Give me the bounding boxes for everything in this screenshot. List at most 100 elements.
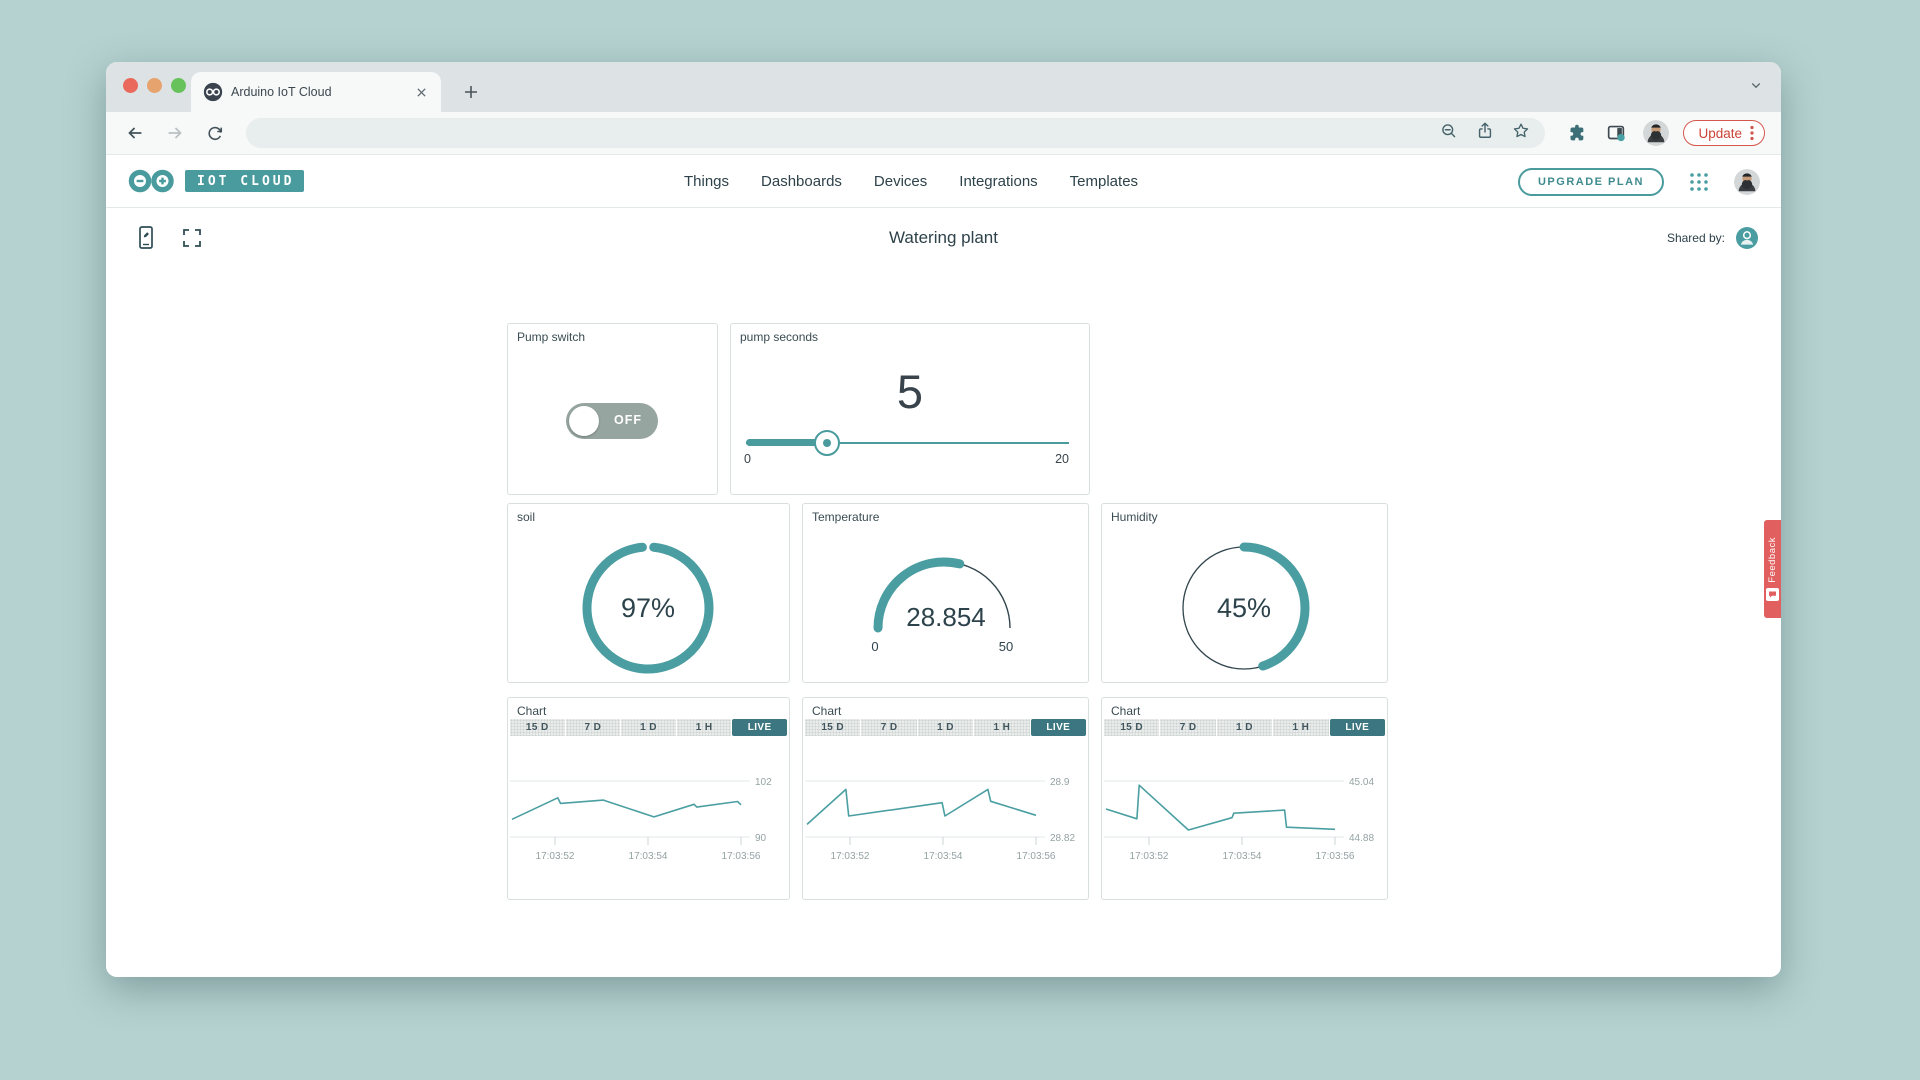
range-1d-button[interactable]: 1 D [1216, 719, 1273, 736]
range-7d-button[interactable]: 7 D [565, 719, 621, 736]
range-15d-button[interactable]: 15 D [805, 719, 861, 736]
toggle-state-label: OFF [614, 413, 642, 427]
gauge-max-label: 50 [999, 639, 1013, 654]
gauge-value: 45% [1217, 593, 1271, 623]
range-15d-button[interactable]: 15 D [1104, 719, 1160, 736]
upgrade-plan-button[interactable]: UPGRADE PLAN [1517, 167, 1664, 196]
toggle-knob[interactable] [569, 406, 599, 436]
widget-pump-seconds: pump seconds 5 0 20 [730, 323, 1090, 495]
nav-devices[interactable]: Devices [873, 173, 928, 190]
browser-menu-dots-icon[interactable] [1750, 125, 1754, 141]
nav-things[interactable]: Things [684, 173, 730, 190]
reload-icon[interactable] [202, 120, 228, 146]
update-button[interactable]: Update [1683, 120, 1765, 146]
iot-cloud-badge: IOT CLOUD [185, 170, 305, 192]
soil-gauge: 97% [582, 542, 714, 674]
dashboard-content: Pump switch OFF pump seconds 5 0 20 soil… [106, 270, 1781, 977]
slider-track[interactable] [746, 442, 1069, 444]
range-live-button[interactable]: LIVE [1329, 719, 1386, 736]
range-1d-button[interactable]: 1 D [621, 719, 676, 736]
feedback-tab[interactable]: Feedback [1764, 520, 1781, 618]
x-tick-label: 17:03:56 [1017, 851, 1056, 862]
extensions-puzzle-icon[interactable] [1563, 120, 1589, 146]
widget-humidity-gauge: Humidity 45% [1101, 503, 1388, 683]
apps-grid-icon[interactable] [1688, 171, 1710, 193]
slider-fill [746, 439, 827, 446]
gauge-arc [1178, 542, 1310, 674]
chart-range-bar: 15 D 7 D 1 D 1 H LIVE [805, 719, 1087, 736]
nav-integrations[interactable]: Integrations [959, 173, 1038, 190]
humidity-gauge: 45% [1178, 542, 1310, 674]
shared-by-avatar-icon[interactable] [1735, 226, 1759, 250]
fullscreen-icon[interactable] [180, 226, 204, 250]
range-15d-button[interactable]: 15 D [510, 719, 565, 736]
bookmark-star-icon[interactable] [1511, 121, 1531, 146]
forward-icon[interactable] [162, 120, 188, 146]
mobile-preview-icon[interactable] [134, 225, 158, 251]
tab-close-icon[interactable] [413, 84, 429, 100]
browser-profile-avatar[interactable] [1643, 120, 1670, 146]
nav-templates[interactable]: Templates [1069, 173, 1139, 190]
line-chart: 45.04 44.88 17:03:52 17:03:54 17:03:56 [1104, 777, 1374, 862]
shared-by-label: Shared by: [1666, 231, 1725, 245]
zoom-out-icon[interactable] [1439, 121, 1459, 146]
chart-line [511, 797, 742, 821]
range-live-button[interactable]: LIVE [1030, 719, 1087, 736]
chart-line [806, 788, 1037, 825]
share-icon[interactable] [1475, 121, 1495, 146]
range-1d-button[interactable]: 1 D [917, 719, 974, 736]
pump-switch-toggle[interactable]: OFF [566, 403, 658, 439]
x-tick-label: 17:03:54 [629, 851, 668, 862]
arduino-logo[interactable]: IOT CLOUD [128, 167, 305, 195]
widget-title: Chart [1111, 704, 1141, 718]
gauge-value: 28.854 [906, 602, 986, 632]
side-panel-icon[interactable] [1603, 120, 1629, 146]
new-tab-button[interactable] [458, 79, 484, 105]
widget-title: Chart [517, 704, 547, 718]
x-tick-label: 17:03:56 [1316, 851, 1355, 862]
gauge-min-label: 0 [871, 639, 878, 654]
gauge-value: 97% [621, 593, 675, 623]
browser-tab[interactable]: Arduino IoT Cloud [191, 72, 441, 112]
nav-dashboards[interactable]: Dashboards [761, 173, 842, 190]
update-button-label: Update [1698, 125, 1742, 141]
tab-title: Arduino IoT Cloud [231, 85, 332, 99]
tab-list-chevron-icon[interactable] [1747, 76, 1765, 99]
slider-knob[interactable] [814, 430, 840, 456]
arduino-infinity-icon [128, 169, 174, 193]
widget-title: soil [517, 510, 536, 524]
line-chart: 102 90 17:03:52 17:03:54 17:03:56 [510, 777, 772, 862]
chart-range-bar: 15 D 7 D 1 D 1 H LIVE [1104, 719, 1386, 736]
gauge-arc [582, 542, 714, 674]
chart-line [1105, 784, 1336, 831]
minimize-window-button[interactable] [147, 78, 162, 93]
widget-title: Temperature [812, 510, 880, 524]
widget-chart-humidity: Chart 15 D 7 D 1 D 1 H LIVE 45.04 44.88 … [1101, 697, 1388, 900]
temperature-gauge: 28.854 0 50 [871, 557, 1013, 654]
x-tick-label: 17:03:54 [1223, 851, 1262, 862]
x-tick-label: 17:03:52 [1130, 851, 1169, 862]
range-1h-button[interactable]: 1 H [676, 719, 732, 736]
y-min-label: 44.88 [1349, 833, 1374, 844]
account-avatar[interactable] [1734, 168, 1760, 195]
window-controls [123, 78, 186, 93]
maximize-window-button[interactable] [171, 78, 186, 93]
close-window-button[interactable] [123, 78, 138, 93]
widget-title: Chart [812, 704, 842, 718]
range-live-button[interactable]: LIVE [732, 719, 787, 736]
app-header: IOT CLOUD Things Dashboards Devices Inte… [106, 155, 1781, 208]
url-bar[interactable] [246, 118, 1546, 148]
feedback-chat-icon [1766, 587, 1779, 601]
arduino-favicon-icon [203, 82, 223, 102]
range-1h-button[interactable]: 1 H [974, 719, 1030, 736]
widget-temperature-gauge: Temperature 28.854 0 50 [802, 503, 1089, 683]
range-1h-button[interactable]: 1 H [1273, 719, 1329, 736]
back-icon[interactable] [122, 120, 148, 146]
page-title: Watering plant [889, 228, 998, 247]
range-7d-button[interactable]: 7 D [861, 719, 917, 736]
feedback-label: Feedback [1767, 537, 1778, 583]
browser-window: Arduino IoT Cloud [106, 62, 1781, 977]
range-7d-button[interactable]: 7 D [1160, 719, 1216, 736]
y-max-label: 28.9 [1050, 777, 1070, 788]
